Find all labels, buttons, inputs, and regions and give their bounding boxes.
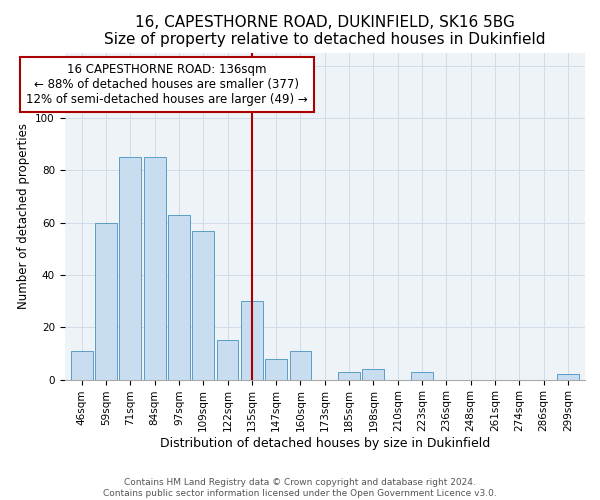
X-axis label: Distribution of detached houses by size in Dukinfield: Distribution of detached houses by size … bbox=[160, 437, 490, 450]
Text: 16 CAPESTHORNE ROAD: 136sqm
← 88% of detached houses are smaller (377)
12% of se: 16 CAPESTHORNE ROAD: 136sqm ← 88% of det… bbox=[26, 63, 308, 106]
Title: 16, CAPESTHORNE ROAD, DUKINFIELD, SK16 5BG
Size of property relative to detached: 16, CAPESTHORNE ROAD, DUKINFIELD, SK16 5… bbox=[104, 15, 545, 48]
Bar bbox=[192, 230, 214, 380]
Bar bbox=[241, 301, 263, 380]
Bar bbox=[290, 351, 311, 380]
Bar bbox=[411, 372, 433, 380]
Bar bbox=[119, 158, 141, 380]
Bar bbox=[265, 358, 287, 380]
Y-axis label: Number of detached properties: Number of detached properties bbox=[17, 123, 29, 309]
Bar bbox=[557, 374, 579, 380]
Bar bbox=[168, 215, 190, 380]
Bar bbox=[217, 340, 238, 380]
Bar bbox=[71, 351, 92, 380]
Bar bbox=[95, 222, 117, 380]
Bar bbox=[362, 369, 385, 380]
Bar bbox=[338, 372, 360, 380]
Bar bbox=[143, 158, 166, 380]
Text: Contains HM Land Registry data © Crown copyright and database right 2024.
Contai: Contains HM Land Registry data © Crown c… bbox=[103, 478, 497, 498]
